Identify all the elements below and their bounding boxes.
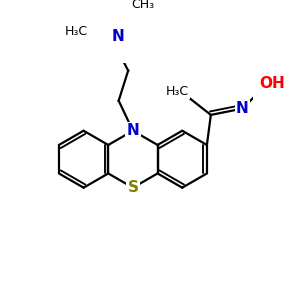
- Text: H₃C: H₃C: [166, 85, 189, 98]
- Text: OH: OH: [260, 76, 285, 91]
- Text: N: N: [127, 123, 139, 138]
- Text: S: S: [128, 180, 138, 195]
- Text: CH₃: CH₃: [132, 0, 155, 11]
- Text: N: N: [112, 29, 124, 44]
- Text: N: N: [236, 101, 249, 116]
- Text: H₃C: H₃C: [65, 26, 88, 38]
